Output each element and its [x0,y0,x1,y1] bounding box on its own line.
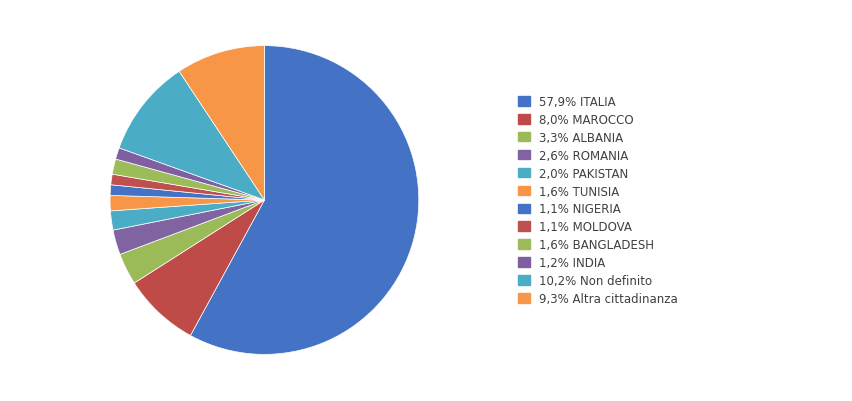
Wedge shape [112,160,264,200]
Wedge shape [119,72,264,200]
Wedge shape [120,200,264,283]
Wedge shape [190,47,418,354]
Wedge shape [111,175,264,200]
Wedge shape [113,200,264,255]
Wedge shape [110,185,264,200]
Legend: 57,9% ITALIA, 8,0% MAROCCO, 3,3% ALBANIA, 2,6% ROMANIA, 2,0% PAKISTAN, 1,6% TUNI: 57,9% ITALIA, 8,0% MAROCCO, 3,3% ALBANIA… [517,95,676,306]
Wedge shape [179,47,264,200]
Wedge shape [110,200,264,231]
Wedge shape [134,200,264,336]
Wedge shape [116,148,264,200]
Wedge shape [110,196,264,211]
